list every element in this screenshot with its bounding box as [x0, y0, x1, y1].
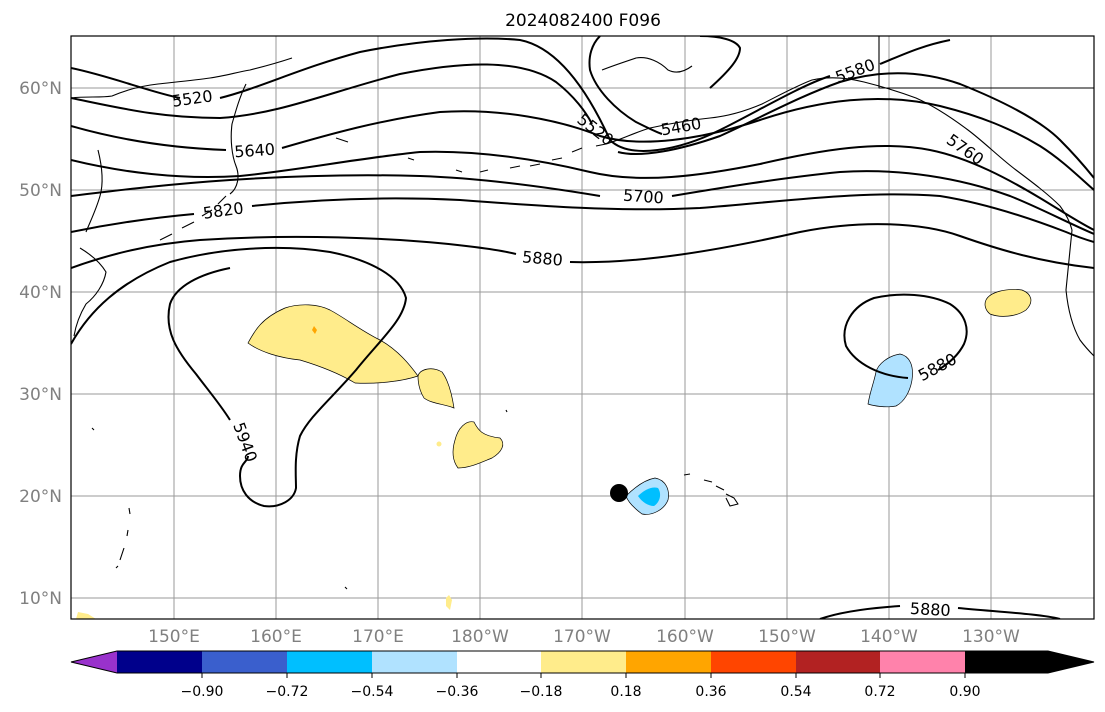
height-contours [71, 36, 1094, 619]
colorbar-swatch [117, 651, 202, 673]
sakhalin-coastline [85, 149, 103, 233]
colorbar-swatch [372, 651, 457, 673]
hawaii-islands [683, 473, 739, 507]
strong-negative-anomaly-patch [638, 487, 661, 506]
longitude-labels: 150°E 160°E 170°E 180°W 170°W 160°W 150°… [148, 627, 1020, 647]
lon-label: 170°W [553, 627, 611, 647]
colorbar-tick-label: 0.90 [949, 684, 980, 700]
colorbar-swatch [626, 651, 711, 673]
aleutian-islands [335, 137, 607, 173]
contour-line [71, 223, 1094, 269]
lon-label: 160°E [250, 627, 302, 647]
contour-line [588, 36, 742, 135]
contour-label: 5760 [943, 130, 987, 169]
contour-label: 5880 [909, 599, 951, 620]
alaska-north-coast [601, 57, 693, 73]
colorbar-tick-label: 0.18 [610, 684, 641, 700]
contour-label: 5820 [202, 198, 245, 222]
lat-label: 40°N [19, 283, 62, 303]
lat-label: 10°N [19, 589, 62, 609]
contour-line [71, 170, 1094, 235]
kuril-islands [159, 195, 227, 241]
map-frame [70, 35, 1095, 620]
colorbar-swatch [202, 651, 287, 673]
colorbar-tick-label: −0.90 [181, 684, 224, 700]
lat-label: 60°N [19, 79, 62, 99]
contour-line [71, 193, 1094, 243]
latitude-labels: 60°N 50°N 40°N 30°N 20°N 10°N [19, 79, 62, 609]
colorbar-high-extension [965, 651, 1094, 673]
graticule [71, 36, 1094, 619]
colorbar-swatch [880, 651, 965, 673]
contour-line [71, 37, 951, 152]
positive-anomaly-patch [76, 612, 96, 619]
colorbar-outline [70, 650, 1095, 674]
positive-anomaly-dot [436, 441, 442, 447]
colorbar-ticks [201, 673, 966, 678]
colorbar-swatch [287, 651, 372, 673]
contour-label: 5700 [622, 186, 664, 208]
contour-label: 5880 [521, 247, 563, 269]
lon-label: 140°W [860, 627, 918, 647]
colorbar-tick-label: 0.54 [780, 684, 811, 700]
colorbar-tick-label: 0.36 [695, 684, 726, 700]
contour-line [819, 605, 1061, 619]
colorbar-tick-label: −0.36 [436, 684, 479, 700]
japan-coastline [73, 247, 107, 337]
contour-line [71, 246, 408, 508]
colorbar-swatch [457, 651, 541, 673]
colorbar-swatch [541, 651, 626, 673]
positive-anomaly-patch [984, 289, 1032, 317]
coastlines [71, 36, 1094, 590]
contour-label: 5640 [234, 140, 276, 162]
colorbar-swatch [796, 651, 880, 673]
lon-label: 150°W [758, 627, 816, 647]
contour-label: 5520 [573, 110, 617, 150]
contour-line [843, 293, 968, 379]
lon-label: 130°W [962, 627, 1020, 647]
lat-label: 20°N [19, 487, 62, 507]
map-title: 2024082400 F096 [505, 11, 661, 31]
kamchatka-coastline [229, 83, 247, 195]
pacific-islands [91, 409, 508, 590]
location-marker [610, 484, 628, 502]
lat-label: 30°N [19, 385, 62, 405]
anomaly-shading [76, 289, 1032, 619]
contour-line [71, 63, 1094, 179]
lon-label: 170°E [352, 627, 404, 647]
boundary-line [878, 36, 1094, 89]
map-area: 5520 5640 5820 5520 5460 5700 5880 5580 … [71, 36, 1094, 620]
colorbar-tick-label: −0.18 [520, 684, 563, 700]
colorbar-low-extension [71, 651, 117, 673]
negative-anomaly-patch [867, 353, 913, 408]
alaska-coastline [605, 77, 1073, 231]
lon-label: 150°E [148, 627, 200, 647]
colorbar-tick-label: 0.72 [864, 684, 895, 700]
positive-anomaly-patch [247, 304, 419, 384]
moderate-anomaly-dot [312, 326, 317, 334]
lon-label: 180°W [451, 627, 509, 647]
positive-anomaly-patch [452, 421, 504, 469]
contour-label: 5940 [229, 420, 261, 465]
colorbar-tick-label: −0.54 [351, 684, 394, 700]
contour-label: 5520 [171, 86, 214, 110]
contour-label: 5580 [833, 55, 878, 87]
colorbar-swatch [711, 651, 796, 673]
contour-label: 5880 [915, 349, 960, 385]
contour-line [71, 97, 1094, 191]
colorbar-tick-label: −0.72 [266, 684, 309, 700]
asia-coastline [71, 57, 293, 99]
lat-label: 50°N [19, 181, 62, 201]
colorbar: −0.90 −0.72 −0.54 −0.36 −0.18 0.18 0.36 … [70, 650, 1095, 700]
positive-anomaly-patch [417, 368, 455, 409]
north-america-west-coast [1065, 229, 1094, 357]
lon-label: 160°W [656, 627, 714, 647]
contour-line [71, 144, 1094, 231]
positive-anomaly-patch [446, 595, 452, 610]
